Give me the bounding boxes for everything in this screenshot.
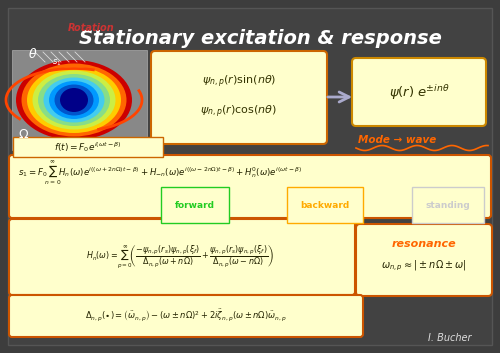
Ellipse shape <box>54 84 94 115</box>
Text: $\psi_{n,p}(r)\mathrm{sin}(n\theta)$: $\psi_{n,p}(r)\mathrm{sin}(n\theta)$ <box>202 74 276 90</box>
Text: I. Bucher: I. Bucher <box>428 333 472 343</box>
Text: $f(t)=F_0 e^{i(\omega t-\beta)}$: $f(t)=F_0 e^{i(\omega t-\beta)}$ <box>54 140 122 154</box>
Text: Rotation: Rotation <box>68 23 115 33</box>
Ellipse shape <box>32 71 116 130</box>
FancyBboxPatch shape <box>9 295 363 337</box>
Text: $\theta$: $\theta$ <box>28 47 38 61</box>
Ellipse shape <box>49 81 99 119</box>
Text: Stationary excitation & response: Stationary excitation & response <box>78 29 442 48</box>
FancyBboxPatch shape <box>9 155 491 218</box>
Text: $s_1 = F_0\!\sum_{n=0}^{\infty}\!H_n(\omega)e^{i((\omega+2n\Omega)t-\beta)}+H_{-: $s_1 = F_0\!\sum_{n=0}^{\infty}\!H_n(\om… <box>18 159 302 187</box>
Text: forward: forward <box>175 201 215 209</box>
Text: $\psi(r)\; e^{\pm in\theta}$: $\psi(r)\; e^{\pm in\theta}$ <box>388 84 450 102</box>
Ellipse shape <box>16 60 132 140</box>
Text: $\omega_{n,p}\approx|\pm n\Omega\pm\omega|$: $\omega_{n,p}\approx|\pm n\Omega\pm\omeg… <box>381 259 467 273</box>
Text: standing: standing <box>426 201 470 209</box>
Text: $\Delta_{n,p}(\bullet)=\left(\ddot{\omega}_{n,p}\right)-(\omega\pm n\Omega)^2+2i: $\Delta_{n,p}(\bullet)=\left(\ddot{\omeg… <box>85 308 287 324</box>
FancyBboxPatch shape <box>356 224 492 296</box>
Text: $H_n(\omega)=\!\sum_{p=0}^{\infty}\!\left(\dfrac{-\psi_{n,p}(r_s)\psi_{n,p}(\xi_: $H_n(\omega)=\!\sum_{p=0}^{\infty}\!\lef… <box>86 243 274 271</box>
Text: resonance: resonance <box>392 239 456 249</box>
FancyBboxPatch shape <box>12 50 147 150</box>
FancyBboxPatch shape <box>352 58 486 126</box>
Ellipse shape <box>60 88 88 112</box>
Text: $\psi_{n,p}(r)\mathrm{cos}(n\theta)$: $\psi_{n,p}(r)\mathrm{cos}(n\theta)$ <box>200 104 278 120</box>
Ellipse shape <box>38 74 110 126</box>
Ellipse shape <box>44 78 104 122</box>
Text: $s_1$: $s_1$ <box>52 58 62 68</box>
FancyBboxPatch shape <box>13 137 163 157</box>
Text: Mode → wave: Mode → wave <box>358 135 436 145</box>
Ellipse shape <box>27 67 121 133</box>
FancyBboxPatch shape <box>9 219 355 295</box>
Ellipse shape <box>22 64 127 137</box>
Text: $\Omega$: $\Omega$ <box>18 128 29 141</box>
Text: backward: backward <box>300 201 350 209</box>
FancyBboxPatch shape <box>8 8 492 345</box>
FancyBboxPatch shape <box>151 51 327 144</box>
